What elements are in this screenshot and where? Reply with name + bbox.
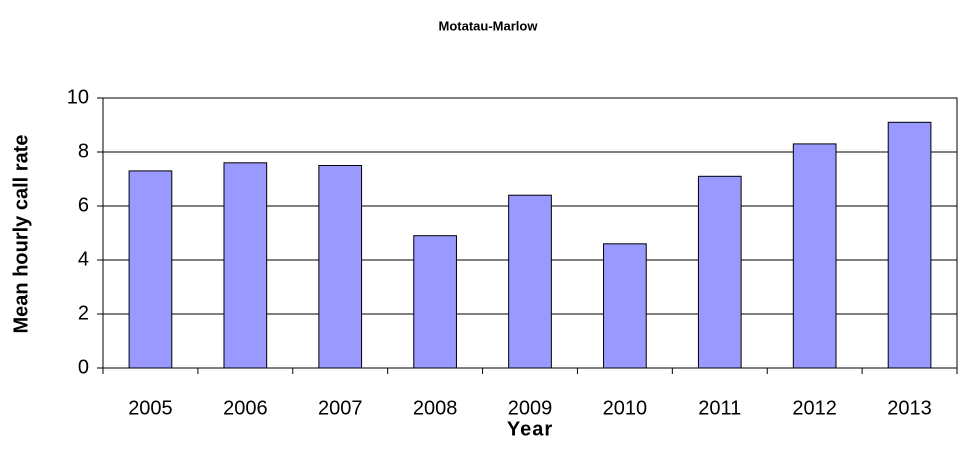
bar: [887, 121, 932, 369]
bar: [128, 170, 173, 369]
bar: [697, 175, 742, 369]
x-tick-label: 2006: [223, 397, 268, 419]
x-tick-label: 2011: [698, 397, 741, 419]
y-tick-label: 6: [78, 194, 89, 216]
x-tick-label: 2009: [508, 397, 553, 419]
x-tick-label: 2008: [413, 397, 458, 419]
x-tick-label: 2013: [887, 397, 932, 419]
x-tick-label: 2010: [603, 397, 648, 419]
bar: [603, 243, 647, 369]
bar: [413, 235, 457, 369]
x-tick-label: 2012: [792, 397, 837, 419]
y-tick-label: 4: [78, 248, 89, 270]
bar: [508, 194, 552, 369]
y-tick-label: 2: [78, 302, 89, 324]
x-tick-label: 2007: [318, 397, 363, 419]
chart-title: Motatau-Marlow: [439, 18, 539, 33]
bar: [223, 162, 268, 369]
y-tick-label: 8: [78, 140, 89, 162]
y-tick-label: 10: [67, 86, 89, 108]
bar: [792, 143, 837, 369]
bar: [318, 165, 363, 369]
y-axis-label: Mean hourly call rate: [10, 135, 32, 334]
y-tick-label: 0: [78, 356, 89, 378]
x-tick-label: 2005: [128, 397, 173, 419]
x-axis-label: Year: [507, 418, 553, 440]
